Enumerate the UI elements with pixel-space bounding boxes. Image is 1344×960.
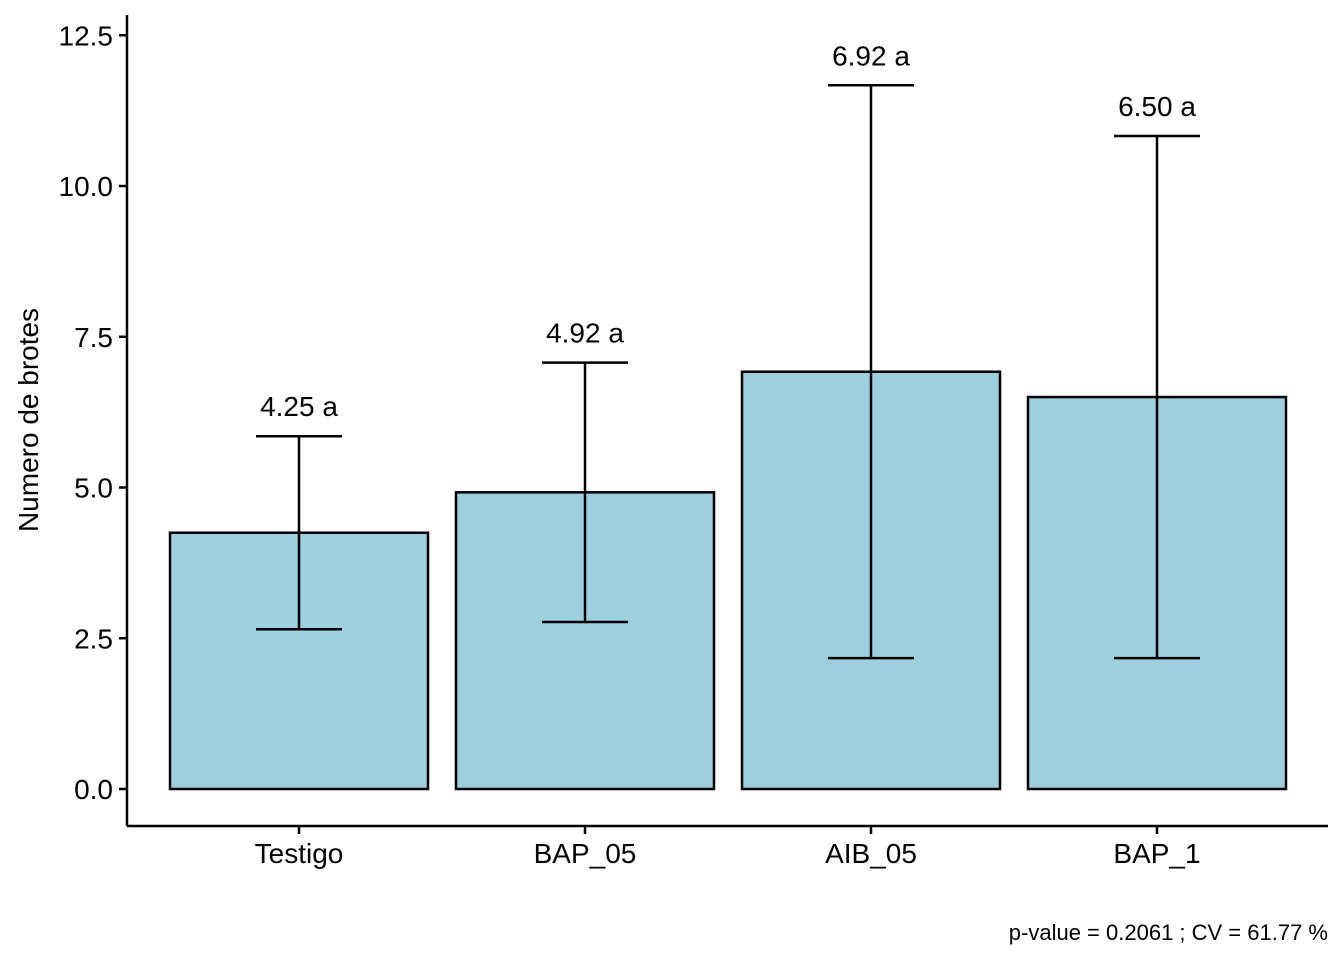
error-bar [828, 84, 914, 660]
error-bar [1114, 134, 1200, 660]
x-tick-label: AIB_05 [825, 838, 917, 869]
y-tick-label: 12.5 [59, 20, 114, 51]
axes-layer: 0.0 2.5 5.0 7.5 10.0 12.5 Testigo BAP_05 AIB_05 B… [59, 15, 1328, 869]
error-bar [256, 434, 342, 631]
x-tick-label: BAP_05 [534, 838, 637, 869]
bar-value-label: 6.92 a [832, 40, 910, 71]
y-tick-label: 10.0 [59, 171, 114, 202]
y-axis-title: Numero de brotes [13, 308, 44, 532]
error-bar [542, 361, 628, 624]
bar-value-label: 4.92 a [546, 318, 624, 349]
caption-text: p-value = 0.2061 ; CV = 61.77 % [1009, 920, 1328, 945]
bar-value-label: 6.50 a [1118, 91, 1196, 122]
x-tick-label: BAP_1 [1113, 838, 1200, 869]
bar-value-label: 4.25 a [260, 391, 338, 422]
bar-labels-layer: 4.25 a 4.92 a 6.92 a 6.50 a [260, 40, 1196, 422]
bars-layer [168, 370, 1288, 791]
error-bars-layer [256, 84, 1200, 660]
x-tick-label: Testigo [255, 838, 344, 869]
y-tick-label: 7.5 [74, 322, 113, 353]
y-tick-label: 0.0 [74, 774, 113, 805]
y-tick-label: 2.5 [74, 623, 113, 654]
y-tick-label: 5.0 [74, 473, 113, 504]
